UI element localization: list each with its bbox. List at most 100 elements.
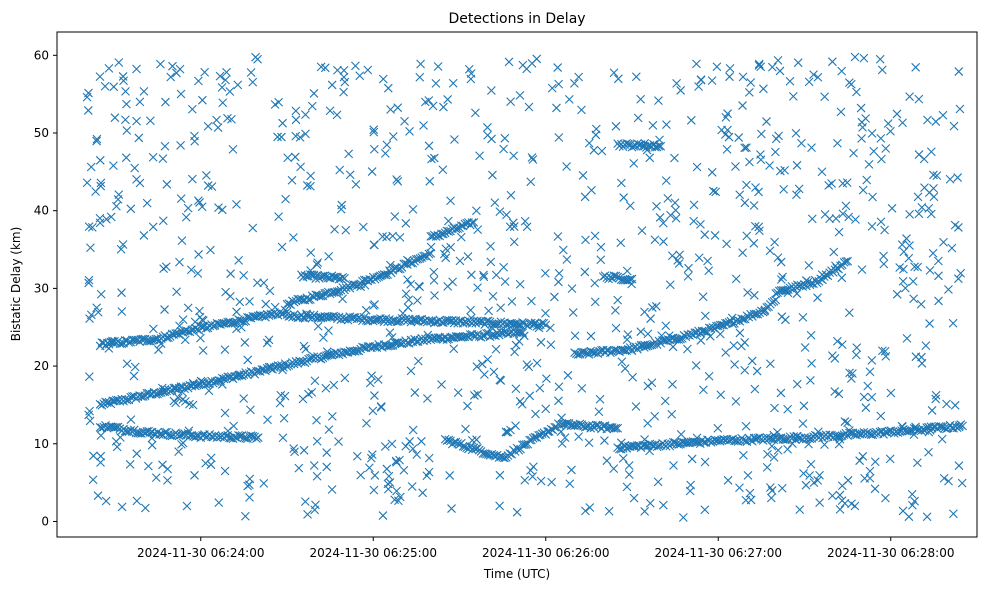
data-point [735, 328, 745, 338]
data-point [905, 92, 915, 102]
data-point [410, 388, 420, 397]
data-point [863, 381, 873, 391]
data-point [806, 376, 815, 385]
data-point [437, 380, 446, 389]
data-point [104, 344, 114, 353]
data-point [382, 232, 391, 242]
data-point [824, 180, 834, 190]
data-point [813, 72, 823, 82]
data-point [309, 461, 319, 470]
data-point [830, 387, 840, 396]
data-point [683, 272, 693, 281]
data-point [509, 237, 519, 247]
data-point [707, 76, 717, 86]
data-point [358, 222, 368, 232]
data-point [324, 326, 333, 336]
data-point [132, 174, 141, 184]
data-point [130, 163, 140, 173]
data-point [139, 231, 149, 240]
data-point [318, 271, 328, 281]
data-point [697, 326, 707, 336]
data-point [670, 198, 680, 208]
data-point [590, 297, 600, 307]
data-point [770, 237, 779, 247]
data-point [642, 145, 652, 155]
data-point [600, 436, 609, 445]
data-point [877, 65, 887, 75]
data-point [429, 153, 439, 163]
data-point [279, 413, 289, 423]
data-point [404, 295, 414, 305]
data-point [368, 342, 378, 352]
data-point [530, 318, 540, 328]
data-point [667, 409, 677, 419]
data-point [731, 316, 741, 326]
data-point [738, 450, 748, 460]
data-point [218, 98, 228, 108]
data-point [837, 340, 847, 350]
data-point [306, 248, 316, 258]
data-point [616, 238, 626, 248]
data-point [480, 370, 489, 379]
data-point [541, 374, 551, 383]
data-point [795, 505, 805, 515]
data-point [842, 178, 852, 187]
data-point [327, 412, 337, 421]
data-point [589, 348, 599, 358]
data-point [934, 296, 943, 306]
data-point [472, 435, 481, 445]
data-point [650, 411, 660, 421]
data-point [399, 465, 409, 475]
data-point [765, 359, 775, 369]
data-point [902, 234, 911, 243]
data-point [486, 323, 496, 332]
data-point [817, 270, 827, 280]
data-point [281, 194, 290, 204]
data-point [139, 86, 149, 96]
data-point [567, 284, 577, 294]
data-point [390, 212, 400, 221]
data-point [554, 396, 563, 406]
data-point [190, 136, 200, 146]
data-point [506, 190, 516, 200]
data-point [455, 256, 465, 266]
data-point [266, 362, 276, 372]
data-point [392, 175, 402, 184]
data-point [259, 278, 269, 288]
data-point [577, 384, 587, 393]
data-point [146, 116, 155, 126]
data-point [704, 371, 714, 381]
data-point [700, 311, 710, 321]
data-point [133, 428, 143, 438]
data-point [472, 206, 481, 216]
data-point [534, 323, 544, 333]
data-point [841, 201, 851, 211]
data-point [581, 235, 590, 245]
data-point [602, 456, 612, 466]
data-point [832, 336, 842, 346]
data-point [291, 312, 301, 322]
data-point [949, 509, 958, 519]
data-point [132, 116, 141, 126]
data-point [203, 121, 213, 131]
data-point [488, 170, 497, 180]
data-point [419, 251, 428, 261]
data-point [898, 276, 908, 286]
data-point [900, 283, 910, 293]
data-point [578, 171, 588, 180]
data-point [482, 316, 491, 326]
data-point [765, 161, 774, 170]
data-point [405, 126, 414, 136]
data-point [525, 391, 535, 401]
data-point [910, 496, 919, 506]
data-point [515, 396, 525, 406]
data-point [561, 419, 570, 429]
data-point [340, 373, 350, 383]
data-point [339, 72, 349, 82]
data-point [329, 380, 339, 390]
data-point [887, 203, 897, 213]
data-point [528, 155, 538, 164]
data-point [426, 249, 436, 258]
data-point [312, 471, 322, 481]
data-point [864, 160, 874, 169]
